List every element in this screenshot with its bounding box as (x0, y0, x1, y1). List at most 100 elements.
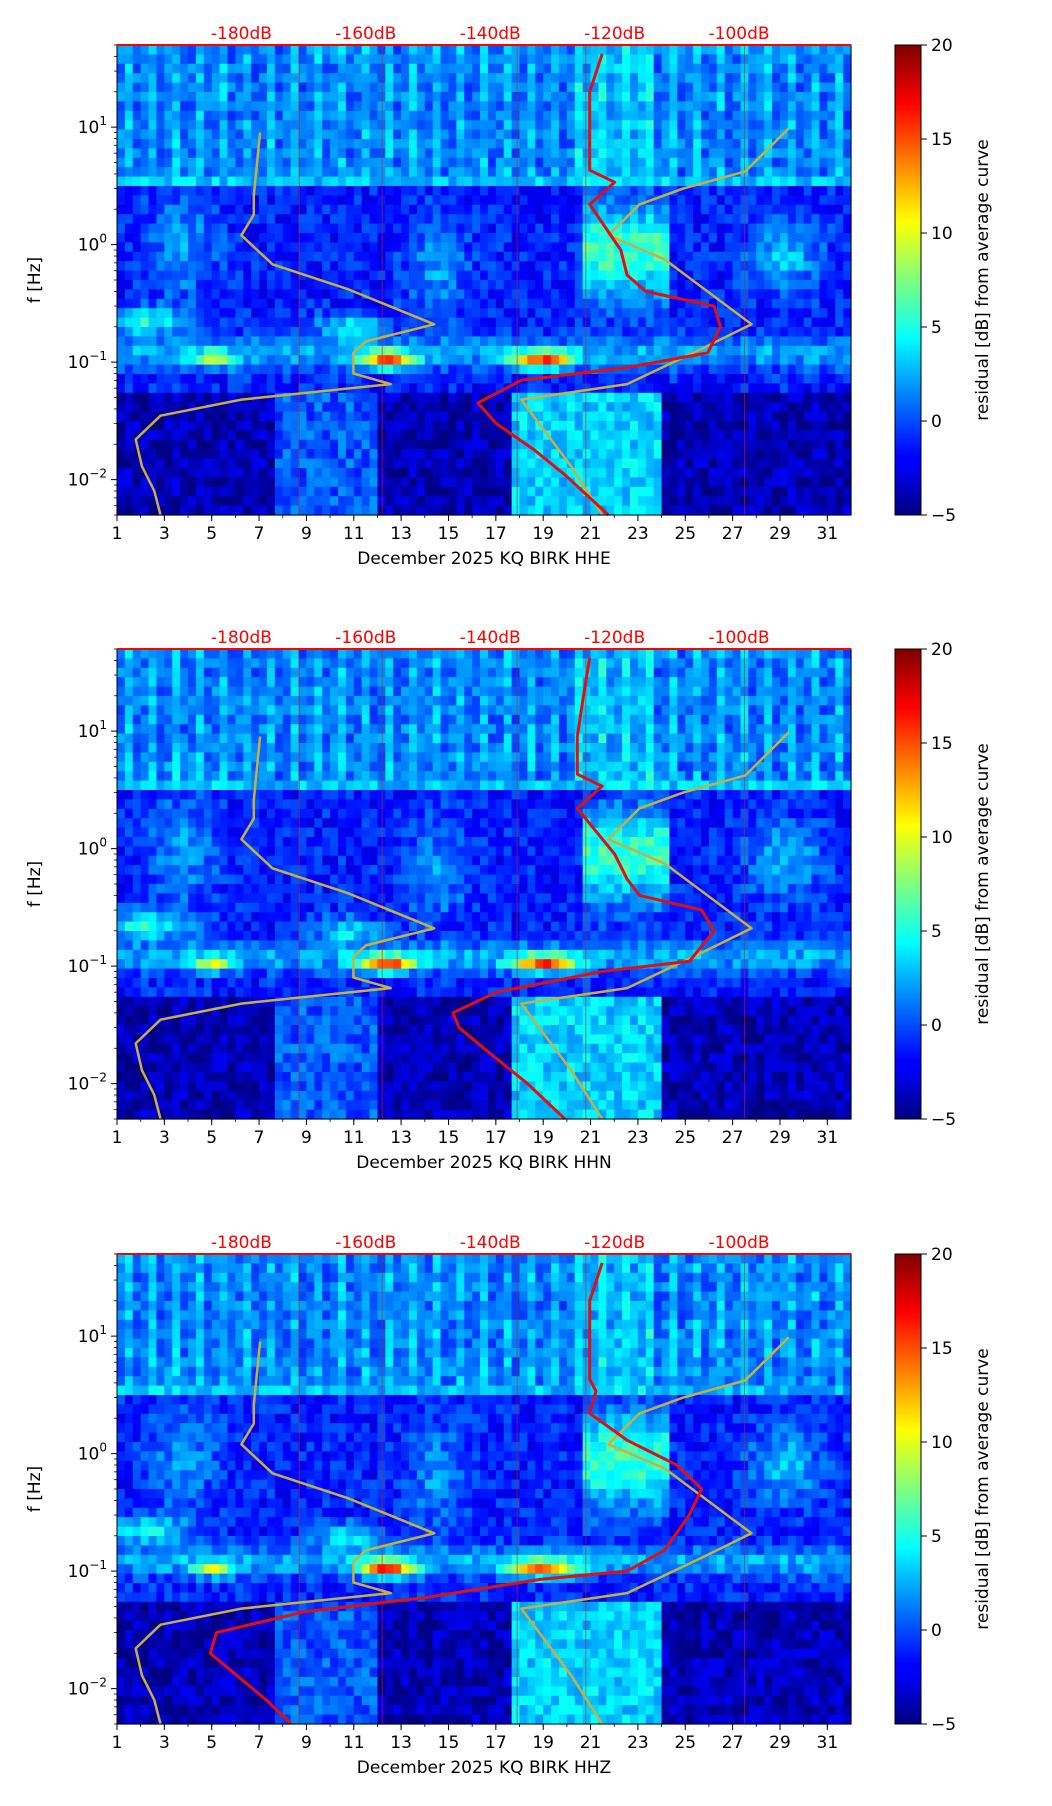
colorbar-tick-label: 0 (931, 1016, 942, 1036)
y-tick-label: 10−2 (68, 467, 107, 491)
top-db-label: -100dB (709, 628, 770, 648)
x-tick-label: 3 (159, 1128, 170, 1148)
heatmap-cells (117, 45, 852, 516)
x-tick-label: 7 (254, 524, 265, 544)
x-tick-label: 29 (769, 1733, 791, 1753)
colorbar-tick-label: 15 (931, 1339, 953, 1359)
colorbar-tick-label: 5 (931, 1527, 942, 1547)
x-tick-label: 27 (722, 1733, 744, 1753)
colorbar-tick-label: 20 (931, 1245, 953, 1265)
x-tick-label: 17 (485, 524, 507, 544)
x-tick-label: 3 (159, 524, 170, 544)
x-tick-label: 19 (532, 1733, 554, 1753)
y-tick-label: 100 (78, 232, 107, 256)
x-tick-label: 27 (722, 524, 744, 544)
x-tick-label: 5 (206, 1128, 217, 1148)
colorbar-label: residual [dB] from average curve (973, 1348, 993, 1629)
model-curve-2 (520, 1336, 790, 1725)
x-tick-label: 21 (580, 524, 602, 544)
heatmap-cells (117, 1254, 852, 1725)
top-db-label: -100dB (709, 1233, 770, 1253)
x-tick-label: 7 (254, 1128, 265, 1148)
top-db-label: -160dB (335, 1233, 396, 1253)
x-tick-label: 1 (112, 1128, 123, 1148)
colorbar-tick-label: 5 (931, 318, 942, 338)
top-db-label: -180dB (211, 1233, 272, 1253)
colorbar-tick-label: 15 (931, 130, 953, 150)
x-tick-label: 3 (159, 1733, 170, 1753)
x-tick-label: 13 (390, 1128, 412, 1148)
x-tick-label: 17 (485, 1128, 507, 1148)
x-tick-label: 11 (343, 1128, 365, 1148)
colorbar-tick-label: 0 (931, 412, 942, 432)
top-db-label: -180dB (211, 24, 272, 44)
top-db-label: -100dB (709, 24, 770, 44)
x-tick-label: 23 (627, 524, 649, 544)
x-tick-label: 19 (532, 1128, 554, 1148)
x-tick-label: 1 (112, 1733, 123, 1753)
top-db-label: -120dB (584, 24, 645, 44)
x-tick-label: 11 (343, 524, 365, 544)
colorbar-tick-label: −5 (931, 506, 956, 526)
x-tick-label: 31 (817, 1128, 839, 1148)
colorbar-label: residual [dB] from average curve (973, 743, 993, 1024)
y-axis-label: f [Hz] (25, 257, 45, 303)
y-tick-label: 101 (78, 1323, 107, 1347)
top-db-label: -180dB (211, 628, 272, 648)
x-tick-label: 9 (301, 524, 312, 544)
x-tick-label: 1 (112, 524, 123, 544)
model-curve-2 (520, 731, 790, 1120)
top-db-label: -140dB (460, 628, 521, 648)
colorbar-label: residual [dB] from average curve (973, 139, 993, 420)
x-tick-label: 21 (580, 1128, 602, 1148)
y-tick-label: 10−1 (68, 953, 107, 977)
colorbar-tick-label: 0 (931, 1621, 942, 1641)
x-tick-label: 23 (627, 1128, 649, 1148)
y-tick-label: 101 (78, 114, 107, 138)
x-tick-label: 29 (769, 1128, 791, 1148)
x-tick-label: 23 (627, 1733, 649, 1753)
x-tick-label: 9 (301, 1733, 312, 1753)
y-axis-label: f [Hz] (25, 861, 45, 907)
colorbar-tick-label: −5 (931, 1715, 956, 1735)
colorbar-tick-label: 20 (931, 36, 953, 56)
x-axis-label: December 2025 KQ BIRK HHE (357, 549, 611, 569)
median-curve-1 (451, 657, 716, 1121)
model-curve-1 (134, 1341, 436, 1725)
x-tick-label: 9 (301, 1128, 312, 1148)
y-tick-label: 10−2 (68, 1676, 107, 1700)
x-tick-label: 5 (206, 524, 217, 544)
x-tick-label: 27 (722, 1128, 744, 1148)
colorbar-tick-label: 10 (931, 828, 953, 848)
top-db-label: -140dB (460, 1233, 521, 1253)
top-db-label: -120dB (584, 628, 645, 648)
x-tick-label: 31 (817, 1733, 839, 1753)
y-axis-label: f [Hz] (25, 1466, 45, 1512)
top-db-label: -160dB (335, 628, 396, 648)
x-tick-label: 11 (343, 1733, 365, 1753)
y-tick-label: 101 (78, 718, 107, 742)
x-tick-label: 7 (254, 1733, 265, 1753)
model-curve-1 (134, 736, 436, 1120)
colorbar-tick-label: 15 (931, 734, 953, 754)
colorbar-tick-label: −5 (931, 1110, 956, 1130)
top-db-label: -120dB (584, 1233, 645, 1253)
x-tick-label: 15 (438, 524, 460, 544)
top-db-label: -140dB (460, 24, 521, 44)
median-curve-1 (476, 53, 722, 517)
median-curve-1 (208, 1262, 704, 1726)
x-tick-label: 13 (390, 524, 412, 544)
x-tick-label: 15 (438, 1733, 460, 1753)
x-tick-label: 19 (532, 524, 554, 544)
x-tick-label: 17 (485, 1733, 507, 1753)
model-curve-1 (134, 132, 436, 516)
x-tick-label: 25 (674, 1733, 696, 1753)
x-tick-label: 13 (390, 1733, 412, 1753)
colorbar: −5 0 5 10 15 20 residual [dB] from average cur… (894, 640, 993, 1130)
x-tick-label: 25 (674, 1128, 696, 1148)
y-tick-label: 10−1 (68, 1558, 107, 1582)
x-tick-label: 21 (580, 1733, 602, 1753)
